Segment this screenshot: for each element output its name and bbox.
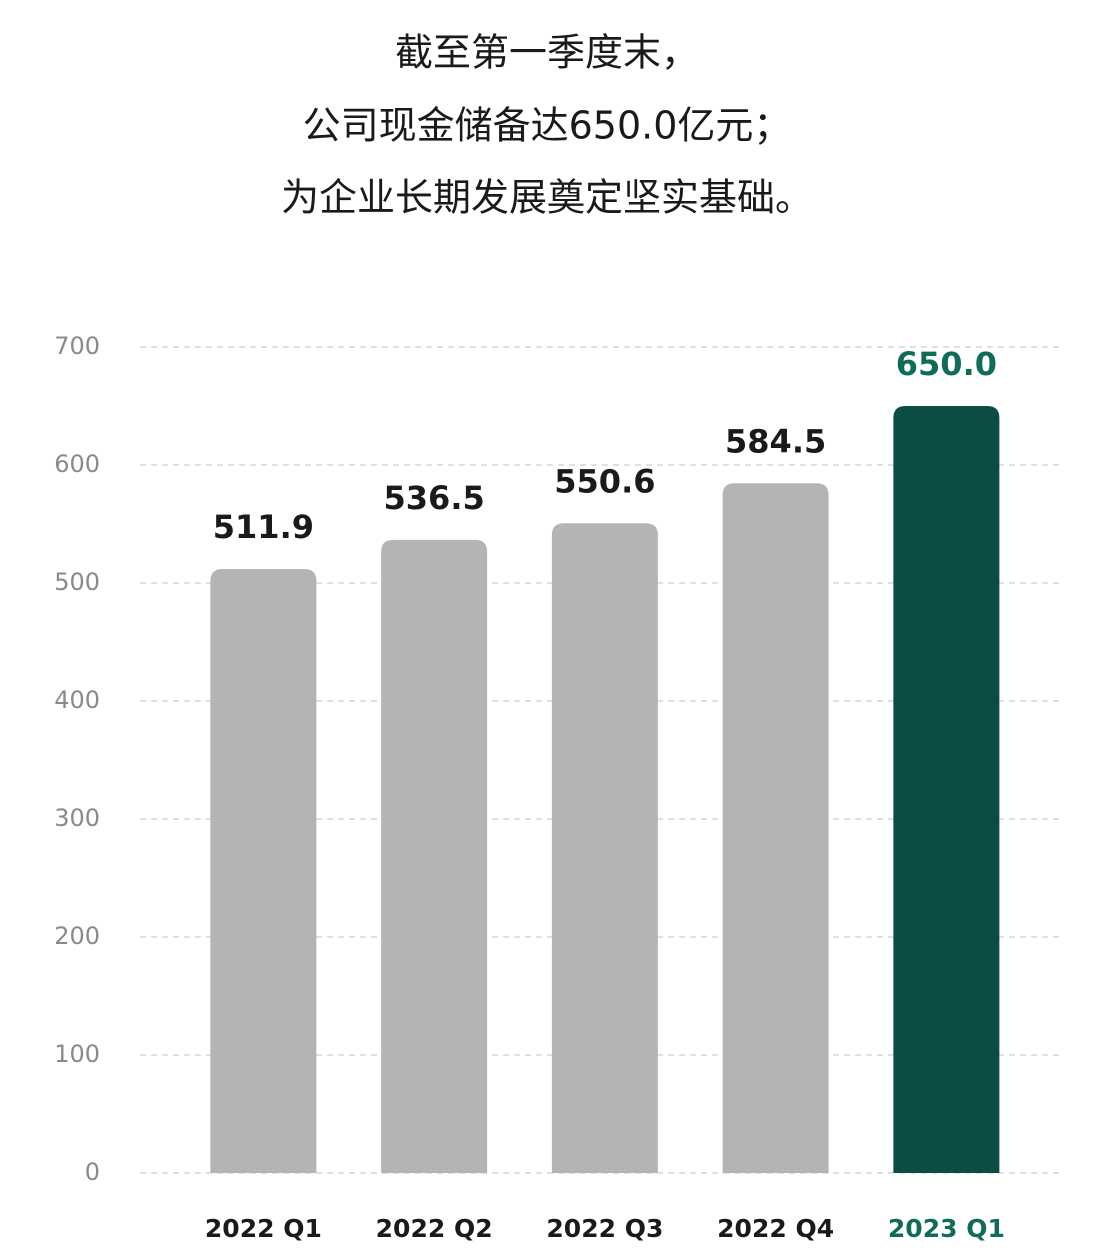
bar bbox=[893, 406, 1000, 1173]
y-tick-label: 100 bbox=[54, 1040, 100, 1068]
y-tick-label: 600 bbox=[54, 450, 100, 478]
y-tick-label: 500 bbox=[54, 568, 100, 596]
bar bbox=[210, 568, 317, 1173]
bar bbox=[381, 539, 488, 1173]
x-tick-label: 2023 Q1 bbox=[888, 1214, 1005, 1243]
x-tick-label: 2022 Q4 bbox=[717, 1214, 834, 1243]
chart-title: 截至第一季度末， bbox=[395, 31, 699, 75]
value-label: 536.5 bbox=[384, 479, 485, 517]
value-label: 511.9 bbox=[213, 508, 314, 546]
chart-title: 为企业长期发展奠定坚实基础。 bbox=[281, 176, 813, 220]
y-tick-label: 700 bbox=[54, 332, 100, 360]
value-label: 584.5 bbox=[725, 422, 826, 460]
chart-title: 公司现金储备达650.0亿元； bbox=[303, 104, 792, 148]
y-tick-label: 0 bbox=[85, 1158, 100, 1186]
value-label: 550.6 bbox=[554, 462, 655, 500]
x-tick-label: 2022 Q1 bbox=[205, 1214, 322, 1243]
x-tick-label: 2022 Q2 bbox=[376, 1214, 493, 1243]
y-tick-label: 400 bbox=[54, 686, 100, 714]
value-label: 650.0 bbox=[896, 345, 997, 383]
x-tick-label: 2022 Q3 bbox=[546, 1214, 663, 1243]
y-tick-label: 300 bbox=[54, 804, 100, 832]
bar bbox=[722, 483, 829, 1173]
bar bbox=[551, 523, 658, 1173]
y-tick-label: 200 bbox=[54, 922, 100, 950]
